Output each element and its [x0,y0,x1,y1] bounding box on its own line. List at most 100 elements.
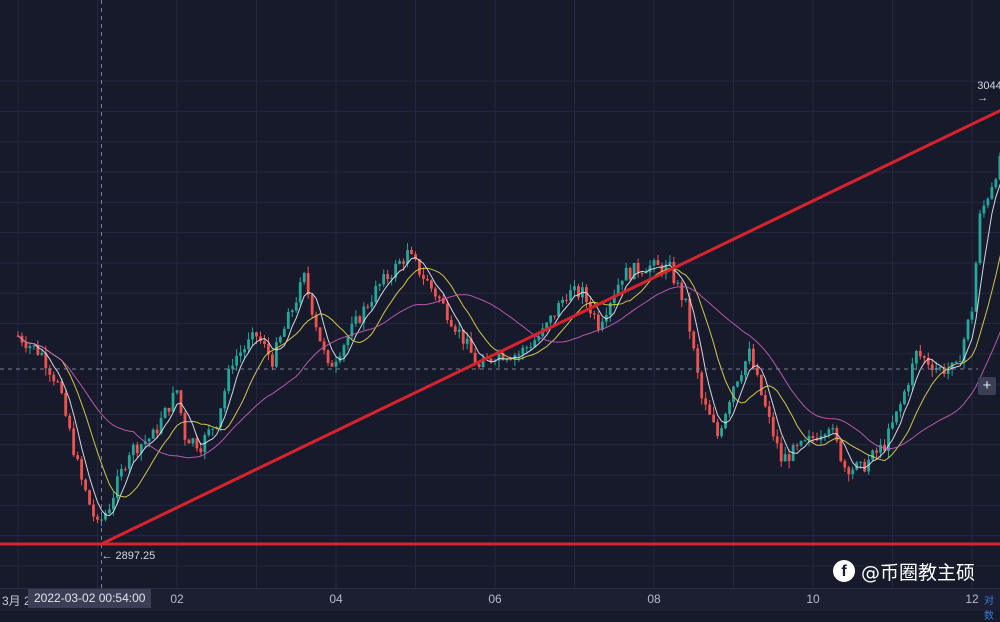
candle-body [537,336,541,341]
candle-body [759,374,763,396]
candle-body [978,213,982,264]
candle-body [668,261,672,265]
candle-body [684,298,688,301]
candle-body [370,301,374,307]
candle-body [108,509,111,514]
candle-body [231,365,235,369]
candle-body [795,445,799,447]
candle-body [286,312,290,329]
add-price-alert-button[interactable]: + [978,377,996,395]
candle-body [457,329,461,332]
candle-body [48,368,52,375]
candle-body [859,461,863,463]
candle-body [612,295,616,304]
moving-average-line [17,254,1000,498]
candle-body [80,459,83,480]
candle-body [449,320,453,327]
candle-body [592,313,596,315]
candle-body [883,444,886,451]
candle-body [986,198,990,206]
candle-body [469,338,473,353]
candle-body [497,353,501,361]
candle-body [481,358,485,368]
drawing-overlays [0,0,1000,588]
candle-body [294,302,298,311]
candle-body [744,361,747,376]
candle-body [131,444,135,456]
candle-body [803,440,807,442]
candle-body [426,278,429,281]
candle-body [441,298,445,304]
candle-body [390,277,394,280]
candle-body [660,264,664,274]
candle-body [716,422,719,437]
candle-body [306,273,310,295]
time-tick-label: 04 [329,592,343,606]
candle-body [410,250,413,255]
candle-body [60,381,64,393]
candle-body [362,306,366,323]
candle-body [585,287,588,303]
candle-body [171,392,175,412]
candle-body [259,336,262,341]
candle-body [354,316,358,324]
candle-body [322,341,326,351]
candle-body [998,155,1000,180]
candle-body [135,444,139,454]
candle-body [477,364,481,368]
candle-body [632,262,636,280]
candle-body [247,339,250,350]
candle-body [577,286,580,298]
candle-body [263,340,266,344]
candle-body [28,346,32,349]
candle-body [692,331,696,349]
candle-body [501,353,505,361]
time-axis [0,588,1000,611]
candle-body [855,462,859,470]
candle-body [958,361,962,363]
candle-body [187,439,191,444]
candle-body [946,369,950,374]
low-price-label: ← 2897.25 [101,550,156,562]
candle-body [104,513,107,520]
candle-body [191,438,195,444]
candle-body [553,315,557,317]
candle-body [966,319,970,340]
month-label: 3月 2 [2,594,31,608]
candle-body [92,504,95,517]
candle-body [807,435,811,441]
candle-body [36,345,40,355]
candle-body [521,347,525,355]
candlestick-chart [0,0,1000,588]
candle-body [147,438,151,442]
candle-body [664,264,668,274]
candle-body [982,205,986,214]
candle-body [115,476,119,498]
candle-body [704,398,708,405]
candle-body [712,414,716,423]
candle-body [40,352,44,355]
candle-body [895,411,898,423]
candle-body [763,395,767,407]
candle-body [290,310,294,313]
candle-body [851,469,855,475]
candle-body [970,311,974,320]
candle-body [696,348,700,373]
candle-body [167,407,171,412]
candle-body [700,372,704,399]
candle-body [255,332,258,337]
candle-body [183,413,187,440]
candle-body [529,346,533,348]
candle-body [72,428,76,456]
candle-body [779,443,783,462]
candle-body [24,342,28,349]
log-scale-toggle[interactable]: 对数 [984,596,994,622]
candle-body [318,327,322,342]
candle-body [445,303,449,321]
candle-body [907,385,910,392]
candle-body [843,461,847,468]
candle-body [910,363,914,386]
candle-body [899,404,902,412]
time-tick-label: 12 [965,592,979,606]
high-price-label: 3044.9 → [977,79,1000,104]
